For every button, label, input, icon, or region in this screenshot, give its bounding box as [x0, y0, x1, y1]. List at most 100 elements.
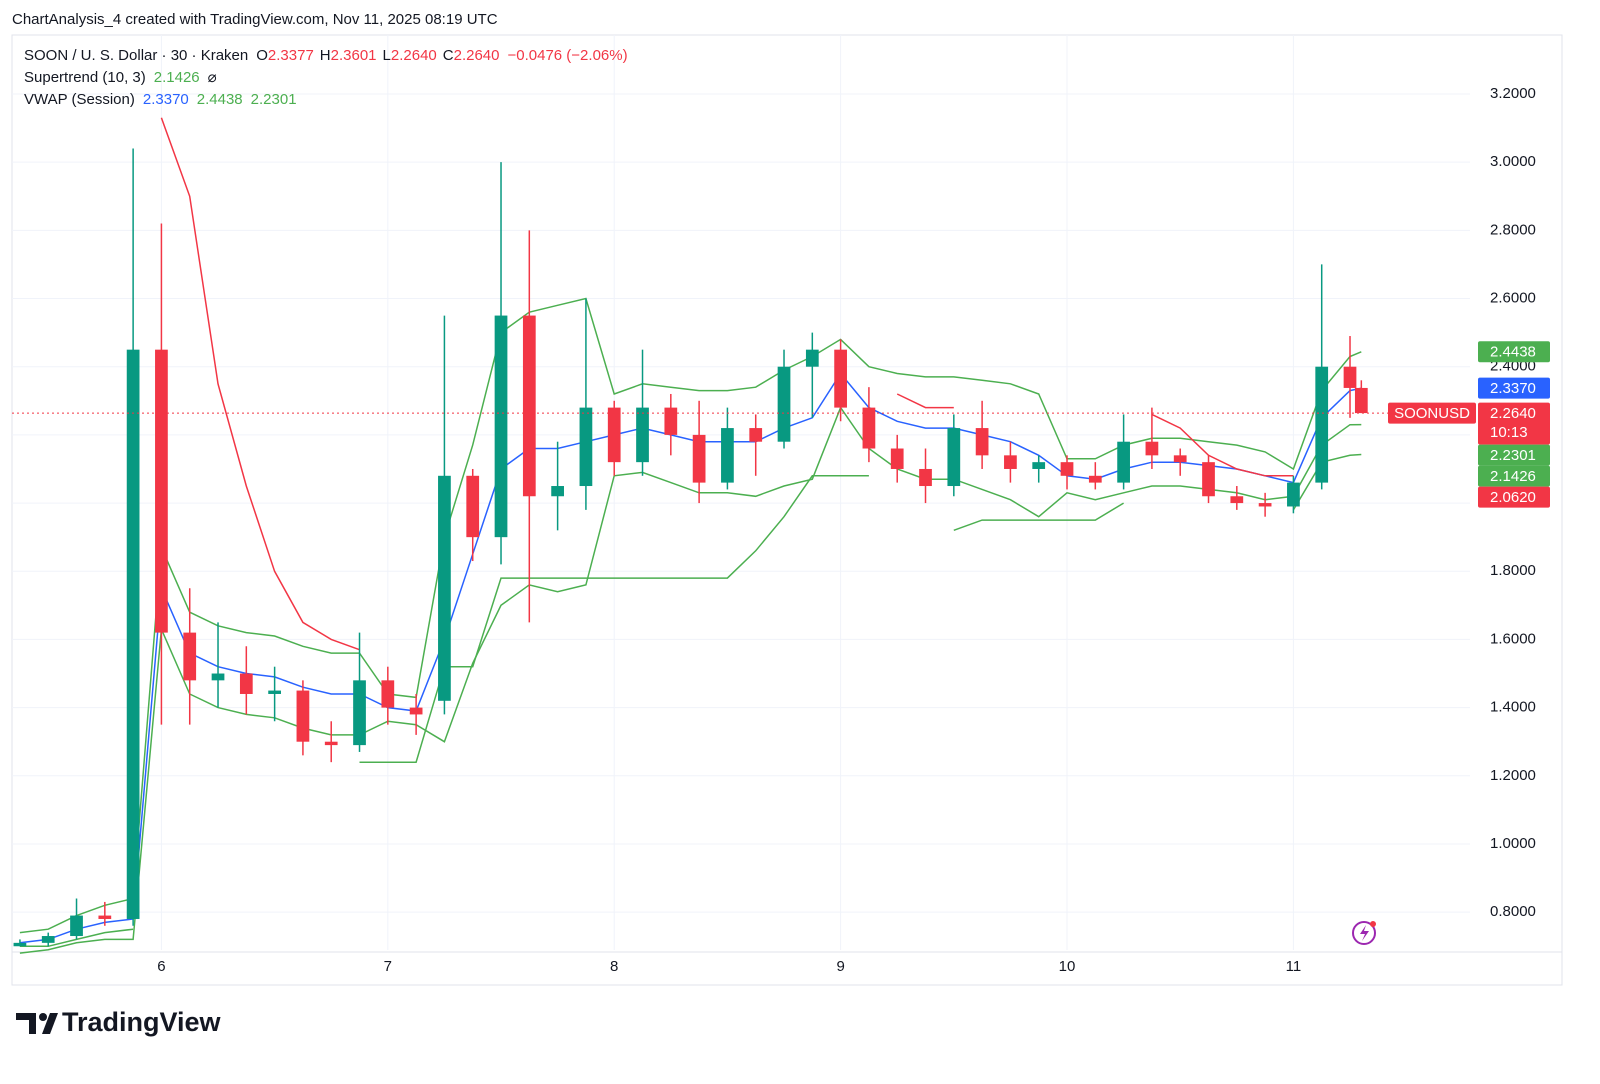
chart-frame [11, 34, 1563, 986]
supertrend-icon: ⌀ [208, 69, 217, 86]
candle-body [805, 349, 819, 367]
candle-body [239, 673, 253, 694]
candle-body [381, 680, 395, 708]
o: 2.3377 [268, 47, 314, 64]
y-tick-label: 1.0000 [1490, 835, 1536, 852]
candle-body [919, 468, 932, 487]
price-tag [1478, 465, 1550, 487]
candle-body [1287, 482, 1300, 507]
vwap-label: VWAP (Session) [24, 91, 135, 108]
legend-supertrend: Supertrend (10, 3) 2.1426 ⌀ [24, 69, 217, 86]
price-tag [1478, 402, 1550, 445]
candle-body [13, 942, 27, 947]
candle-body [211, 673, 225, 681]
candle-body [834, 349, 847, 408]
candle-body [353, 680, 366, 746]
overlay-line [160, 117, 1294, 651]
price-tag-label: 2.4438 [1490, 344, 1536, 361]
snapshot-icon [1352, 921, 1376, 945]
change: −0.0476 (−2.06%) [508, 47, 628, 64]
l: 2.2640 [391, 47, 437, 64]
price-tag-label: 2.0620 [1490, 489, 1536, 506]
overlay-line [19, 372, 1362, 944]
candle-body [268, 690, 281, 694]
candle-body [41, 936, 55, 943]
candle-body [1060, 462, 1074, 476]
logo-text: TradingView [62, 1007, 222, 1037]
c-label: C [443, 47, 454, 64]
h-label: H [320, 47, 331, 64]
x-tick-label: 6 [157, 958, 165, 975]
candle-body [98, 915, 112, 919]
symbol-tag-label: SOONUSD [1394, 405, 1470, 422]
l-label: L [383, 47, 391, 64]
candle-body [1202, 462, 1215, 497]
y-tick-label: 1.4000 [1490, 699, 1536, 716]
y-tick-label: 3.0000 [1490, 153, 1536, 170]
candle-body [70, 915, 83, 937]
candle-body [975, 428, 989, 456]
candle-body [466, 475, 480, 538]
candle-body [494, 315, 508, 538]
supertrend-label: Supertrend (10, 3) [24, 69, 146, 86]
x-tick-label: 11 [1286, 958, 1302, 975]
candle-body [1145, 441, 1159, 456]
symbol-tag [1388, 402, 1476, 424]
x-tick-label: 8 [610, 958, 618, 975]
y-tick-label: 0.8000 [1490, 903, 1536, 920]
candle-body [1173, 455, 1187, 463]
candle-body [692, 434, 706, 483]
candle-body [183, 632, 197, 681]
header: ChartAnalysis_4 created with TradingView… [12, 11, 498, 28]
candle-body [862, 407, 876, 449]
price-tag [1478, 444, 1550, 466]
overlay-line [19, 406, 1362, 954]
c: 2.2640 [454, 47, 500, 64]
plot [12, 35, 1470, 954]
y-tick-label: 1.2000 [1490, 767, 1536, 784]
candle-body [1230, 496, 1244, 504]
candle-body [1315, 366, 1329, 483]
o-label: O [256, 47, 268, 64]
candle-body [890, 448, 904, 469]
x-tick-label: 9 [836, 958, 844, 975]
supertrend-value: 2.1426 [154, 69, 200, 86]
candle-body [409, 707, 423, 715]
candle-body [947, 428, 961, 487]
candle-body [324, 741, 338, 746]
candle-body [1354, 387, 1368, 414]
candle-body [126, 349, 140, 919]
candle-body [777, 366, 791, 442]
y-tick-label: 3.2000 [1490, 85, 1536, 102]
candle-body [522, 315, 536, 497]
logo [16, 1013, 58, 1034]
price-tag [1478, 486, 1550, 508]
x-tick-label: 7 [384, 958, 392, 975]
y-tick-label: 2.8000 [1490, 221, 1536, 238]
candle-body [579, 407, 593, 487]
price-tag [1478, 377, 1550, 399]
candle-body [749, 428, 763, 442]
price-tag-label: 2.3370 [1490, 380, 1536, 397]
price-tag-label: 2.1426 [1490, 468, 1536, 485]
vwap-upper: 2.4438 [197, 91, 243, 108]
candle-body [1117, 441, 1130, 483]
candle-body [721, 428, 734, 483]
y-tick-label: 2.6000 [1490, 289, 1536, 306]
candle-body [438, 475, 451, 701]
candle-body [296, 690, 310, 742]
candle-body [1032, 462, 1046, 469]
h: 2.3601 [331, 47, 377, 64]
y-tick-label: 1.8000 [1490, 562, 1536, 579]
legend-main: SOON / U. S. Dollar · 30 · Kraken O2.3377… [24, 47, 628, 64]
y-tick-label: 1.6000 [1490, 630, 1536, 647]
candle-body [664, 407, 678, 435]
price-tag-label: 2.2301 [1490, 447, 1536, 464]
legend-vwap: VWAP (Session) 2.3370 2.4438 2.2301 [24, 91, 297, 108]
price-tag-label: 2.2640 [1490, 405, 1536, 422]
candle-body [1343, 366, 1357, 388]
x-tick-label: 10 [1059, 958, 1076, 975]
candle-body [607, 407, 621, 463]
symbol: SOON / U. S. Dollar · 30 · Kraken [24, 47, 248, 64]
